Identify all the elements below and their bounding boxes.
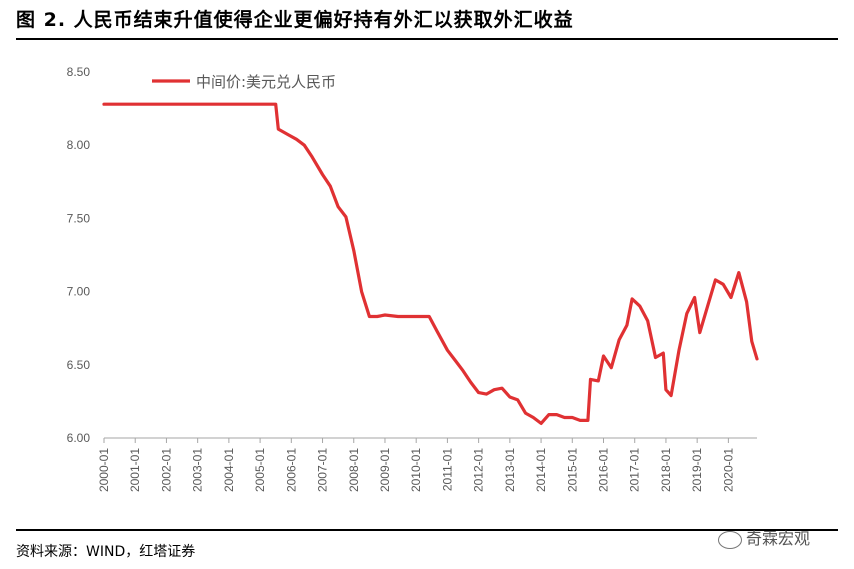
x-tick-label: 2018-01 <box>659 448 673 492</box>
series-layer <box>102 102 759 425</box>
series-line <box>102 102 759 425</box>
title-rule <box>16 38 838 40</box>
x-tick-label: 2005-01 <box>253 448 267 492</box>
x-tick-label: 2004-01 <box>222 448 236 492</box>
x-tick-label: 2017-01 <box>628 448 642 492</box>
x-tick-label: 2003-01 <box>191 448 205 492</box>
y-tick-label: 8.00 <box>67 138 91 152</box>
x-tick-label: 2013-01 <box>503 448 517 492</box>
x-tick-label: 2011-01 <box>440 448 454 491</box>
legend-label: 中间价:美元兑人民币 <box>196 73 336 91</box>
source-rule <box>16 529 838 531</box>
source-note: 资料来源：WIND，红塔证券 <box>16 544 196 560</box>
x-tick-label: 2000-01 <box>97 448 111 492</box>
x-axis: 2000-01 2001-01 2002-01 2003-01 2004-01 2005-… <box>97 437 757 492</box>
x-tick-label: 2010-01 <box>409 448 423 492</box>
wechat-icon <box>718 530 742 549</box>
x-tick-label: 2007-01 <box>316 448 330 492</box>
figure-title: 图 2. 人民币结束升值使得企业更偏好持有外汇以获取外汇收益 <box>16 9 574 31</box>
y-tick-label: 7.00 <box>67 285 91 299</box>
x-tick-label: 2006-01 <box>284 448 298 492</box>
x-tick-label: 2009-01 <box>378 448 392 492</box>
y-tick-label: 6.50 <box>67 358 91 372</box>
x-tick-label: 2002-01 <box>159 448 173 492</box>
x-tick-label: 2008-01 <box>347 448 361 492</box>
watermark-text: 奇霖宏观 <box>746 529 811 548</box>
x-tick-label: 2014-01 <box>534 448 548 492</box>
watermark: 奇霖宏观 <box>718 525 810 549</box>
x-tick-label: 2019-01 <box>690 448 704 492</box>
x-tick-label: 2020-01 <box>721 448 735 492</box>
x-tick-label: 2001-01 <box>128 448 142 492</box>
y-tick-label: 8.50 <box>67 65 91 79</box>
x-tick-label: 2015-01 <box>565 448 579 492</box>
y-axis: 8.50 8.00 7.50 7.00 6.50 6.00 <box>67 65 91 445</box>
x-tick-label: 2016-01 <box>597 448 611 492</box>
y-tick-label: 6.00 <box>67 431 91 445</box>
legend: 中间价:美元兑人民币 <box>152 73 336 91</box>
y-tick-label: 7.50 <box>67 211 91 225</box>
x-tick-label: 2012-01 <box>472 448 486 492</box>
